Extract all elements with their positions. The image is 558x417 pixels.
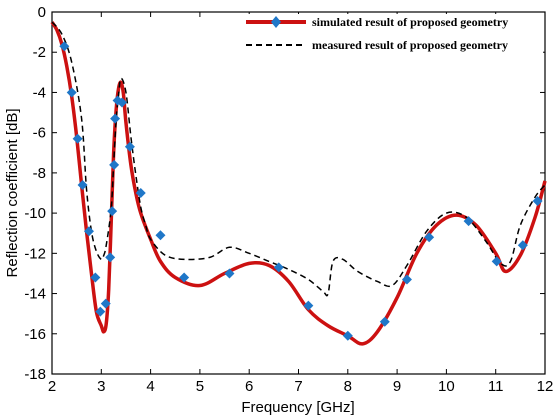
simulated-marker xyxy=(105,252,116,263)
x-tick-label: 10 xyxy=(438,378,455,395)
simulated-marker xyxy=(90,272,101,283)
legend-simulated-marker xyxy=(271,16,281,28)
y-tick-label: -10 xyxy=(24,205,46,222)
simulated-marker xyxy=(224,268,235,279)
simulated-marker xyxy=(59,41,70,52)
simulated-marker xyxy=(179,272,190,283)
x-tick-label: 7 xyxy=(294,378,302,395)
simulated-marker xyxy=(77,179,88,190)
series-line-simulated xyxy=(50,21,547,346)
simulated-marker xyxy=(66,87,77,98)
x-tick-label: 6 xyxy=(245,378,253,395)
legend-simulated-label: simulated result of proposed geometry xyxy=(312,15,508,29)
x-tick-label: 2 xyxy=(48,378,56,395)
simulated-marker xyxy=(83,226,94,237)
y-tick-label: -12 xyxy=(24,245,46,262)
simulated-marker xyxy=(303,300,314,311)
simulated-marker xyxy=(117,97,128,108)
x-tick-label: 5 xyxy=(196,378,204,395)
simulated-marker xyxy=(532,196,543,207)
y-tick-label: -14 xyxy=(24,286,46,303)
simulated-marker xyxy=(95,306,106,317)
y-axis-title: Reflection coefficient [dB] xyxy=(4,109,21,278)
simulated-marker xyxy=(124,141,135,152)
y-tick-label: -18 xyxy=(24,366,46,383)
y-tick-label: -6 xyxy=(33,125,46,142)
y-tick-label: -16 xyxy=(24,326,46,343)
legend: simulated result of proposed geometry me… xyxy=(240,14,543,60)
y-tick-label: -2 xyxy=(33,44,46,61)
simulated-marker xyxy=(135,188,146,198)
simulated-marker xyxy=(379,316,390,327)
x-tick-label: 12 xyxy=(537,378,554,395)
plot-area-frame xyxy=(51,11,546,375)
simulated-marker xyxy=(273,262,284,273)
simulated-marker xyxy=(491,256,502,267)
series-line-measured xyxy=(51,21,546,297)
simulated-marker xyxy=(107,206,118,217)
simulated-marker xyxy=(424,232,435,243)
simulated-marker xyxy=(517,240,528,251)
simulated-marker xyxy=(72,133,83,144)
simulated-marker xyxy=(342,330,353,341)
x-tick-label: 9 xyxy=(393,378,401,395)
axis-tick-labels: 2 3 4 5 6 7 8 9 10 11 12 0 -2 -4 -6 -8 -10 -12 -14 -16 -18 xyxy=(24,4,553,395)
simulated-marker xyxy=(100,298,111,309)
y-tick-label: -8 xyxy=(33,165,46,182)
legend-measured-label: measured result of proposed geometry xyxy=(312,38,508,52)
x-tick-label: 4 xyxy=(146,378,154,395)
simulated-marker xyxy=(109,159,120,170)
simulated-marker xyxy=(110,113,121,124)
y-axis-title-group: Reflection coefficient [dB] xyxy=(4,109,21,278)
series-layer xyxy=(50,21,547,346)
simulated-marker xyxy=(463,216,474,227)
x-axis-title: Frequency [GHz] xyxy=(241,399,354,416)
simulated-marker xyxy=(401,274,412,285)
y-tick-label: 0 xyxy=(38,4,46,21)
simulated-marker xyxy=(155,230,166,241)
axis-ticks xyxy=(51,11,546,375)
x-tick-label: 3 xyxy=(97,378,105,395)
x-tick-label: 8 xyxy=(344,378,352,395)
x-tick-label: 11 xyxy=(488,378,504,395)
y-tick-label: -4 xyxy=(33,84,46,101)
